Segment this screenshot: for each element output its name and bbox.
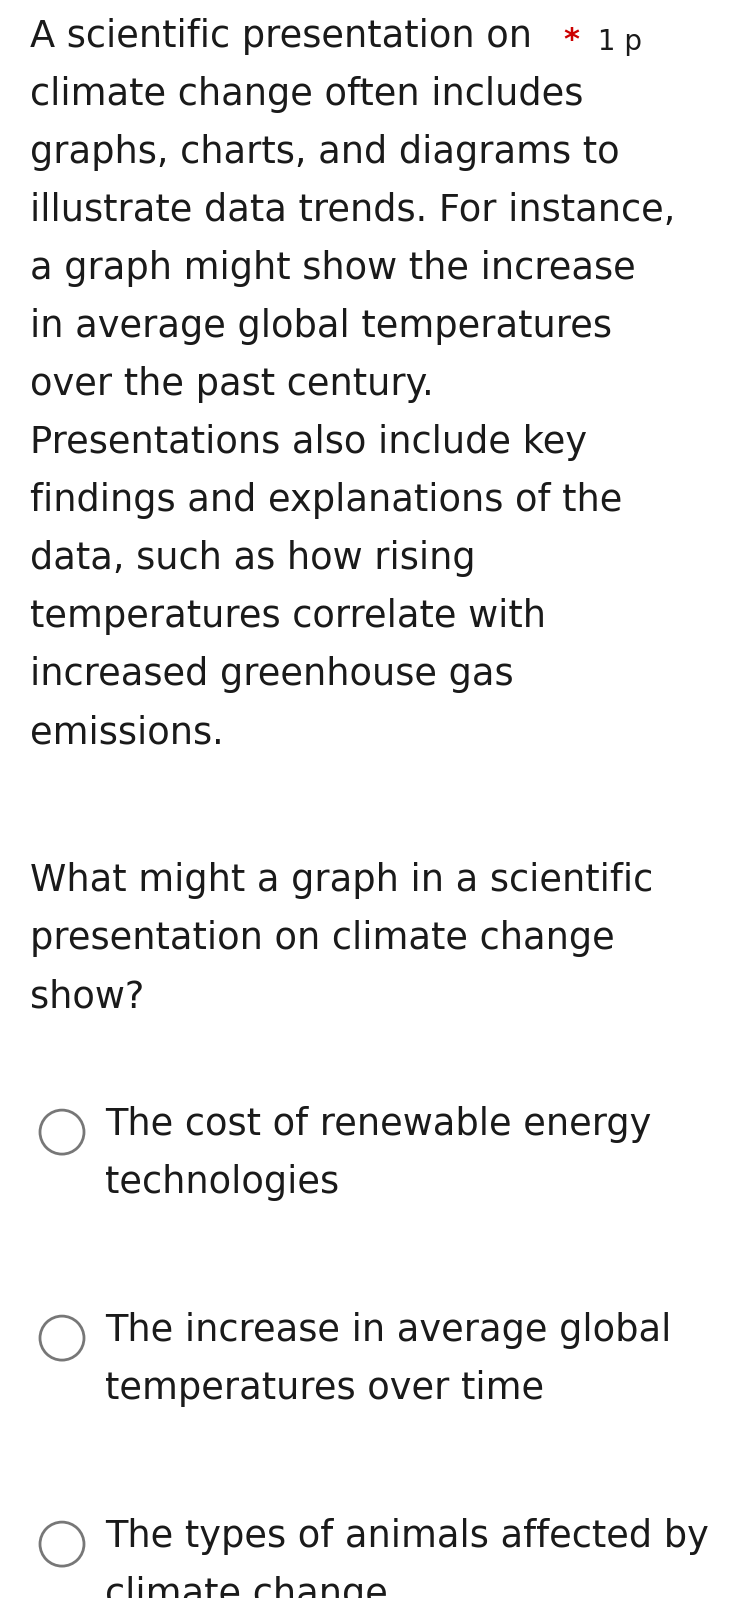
Text: in average global temperatures: in average global temperatures [30,308,612,345]
Text: temperatures over time: temperatures over time [105,1369,544,1406]
Text: findings and explanations of the: findings and explanations of the [30,483,623,519]
Text: What might a graph in a scientific: What might a graph in a scientific [30,861,653,900]
Text: over the past century.: over the past century. [30,366,434,403]
Text: A scientific presentation on: A scientific presentation on [30,18,532,54]
Text: illustrate data trends. For instance,: illustrate data trends. For instance, [30,192,675,229]
Text: temperatures correlate with: temperatures correlate with [30,598,546,634]
Text: The increase in average global: The increase in average global [105,1312,672,1349]
Text: climate change often includes: climate change often includes [30,77,583,113]
Text: presentation on climate change: presentation on climate change [30,920,614,957]
Text: a graph might show the increase: a graph might show the increase [30,249,636,288]
Text: The types of animals affected by: The types of animals affected by [105,1518,709,1555]
Text: technologies: technologies [105,1163,339,1202]
Text: graphs, charts, and diagrams to: graphs, charts, and diagrams to [30,134,620,171]
Text: show?: show? [30,978,144,1015]
Text: 1 p: 1 p [589,29,642,56]
Text: emissions.: emissions. [30,714,224,751]
Text: Presentations also include key: Presentations also include key [30,423,587,460]
Text: *: * [563,26,579,54]
Text: climate change: climate change [105,1576,388,1598]
Text: increased greenhouse gas: increased greenhouse gas [30,657,513,694]
Text: The cost of renewable energy: The cost of renewable energy [105,1106,652,1143]
Text: data, such as how rising: data, such as how rising [30,540,476,577]
